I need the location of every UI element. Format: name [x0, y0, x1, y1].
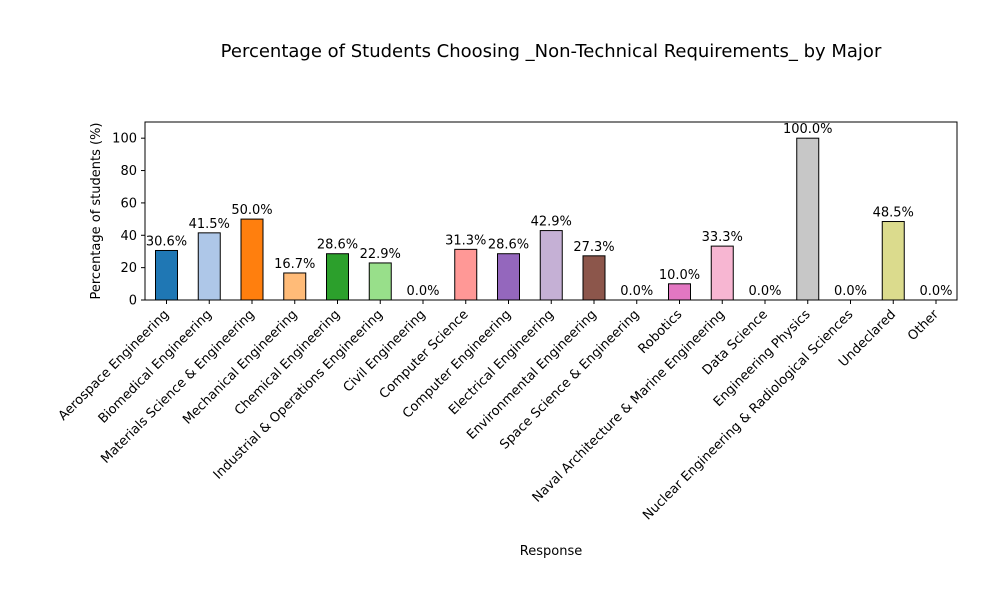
bar [668, 283, 691, 301]
bar [197, 232, 221, 301]
bar-value-label: 10.0% [659, 268, 700, 283]
bar [710, 245, 734, 301]
chart-title: Percentage of Students Choosing _Non-Tec… [221, 41, 882, 62]
x-tick-label: Other [905, 307, 942, 344]
bar [539, 230, 563, 301]
x-tick-label: Materials Science & Engineering [98, 307, 257, 466]
bar [368, 262, 392, 301]
bar-value-label: 16.7% [274, 257, 315, 272]
bar-value-label: 31.3% [445, 233, 486, 248]
y-tick-label: 100 [112, 132, 137, 147]
x-axis-label: Response [520, 544, 582, 559]
bar-value-label: 28.6% [488, 238, 529, 253]
y-axis: 0 20 40 60 80 100 [112, 132, 145, 309]
bar-value-label: 42.9% [531, 215, 572, 230]
bar [240, 218, 264, 301]
y-tick-label: 0 [129, 294, 137, 309]
bar [497, 253, 520, 301]
y-tick-label: 20 [120, 261, 137, 276]
bar-value-label: 33.3% [702, 230, 743, 245]
bar-value-label: 0.0% [620, 284, 653, 299]
bar-value-label: 22.9% [360, 247, 401, 262]
bar-value-label: 50.0% [231, 203, 272, 218]
bar [283, 272, 307, 301]
bar [454, 248, 478, 301]
bar-value-label: 48.5% [873, 206, 914, 221]
bar [155, 249, 178, 301]
y-tick-label: 40 [120, 229, 137, 244]
bar-value-label: 0.0% [406, 284, 439, 299]
bar-value-label: 28.6% [317, 238, 358, 253]
bar [326, 253, 349, 301]
bar-value-label: 30.6% [146, 234, 187, 249]
bar-labels-layer: 30.6%41.5%50.0%16.7%28.6%22.9%0.0%31.3% 2… [146, 122, 953, 299]
bar [881, 221, 905, 301]
y-tick-label: 60 [120, 196, 137, 211]
bar [796, 137, 820, 301]
bar-value-label: 41.5% [189, 217, 230, 232]
bar-value-label: 0.0% [834, 284, 867, 299]
y-tick-label: 80 [120, 164, 137, 179]
y-axis-label: Percentage of students (%) [89, 122, 104, 299]
bar [582, 255, 606, 301]
bar-value-label: 0.0% [919, 284, 952, 299]
bar-value-label: 100.0% [783, 122, 833, 137]
bar-value-label: 27.3% [573, 240, 614, 255]
bar-value-label: 0.0% [748, 284, 781, 299]
